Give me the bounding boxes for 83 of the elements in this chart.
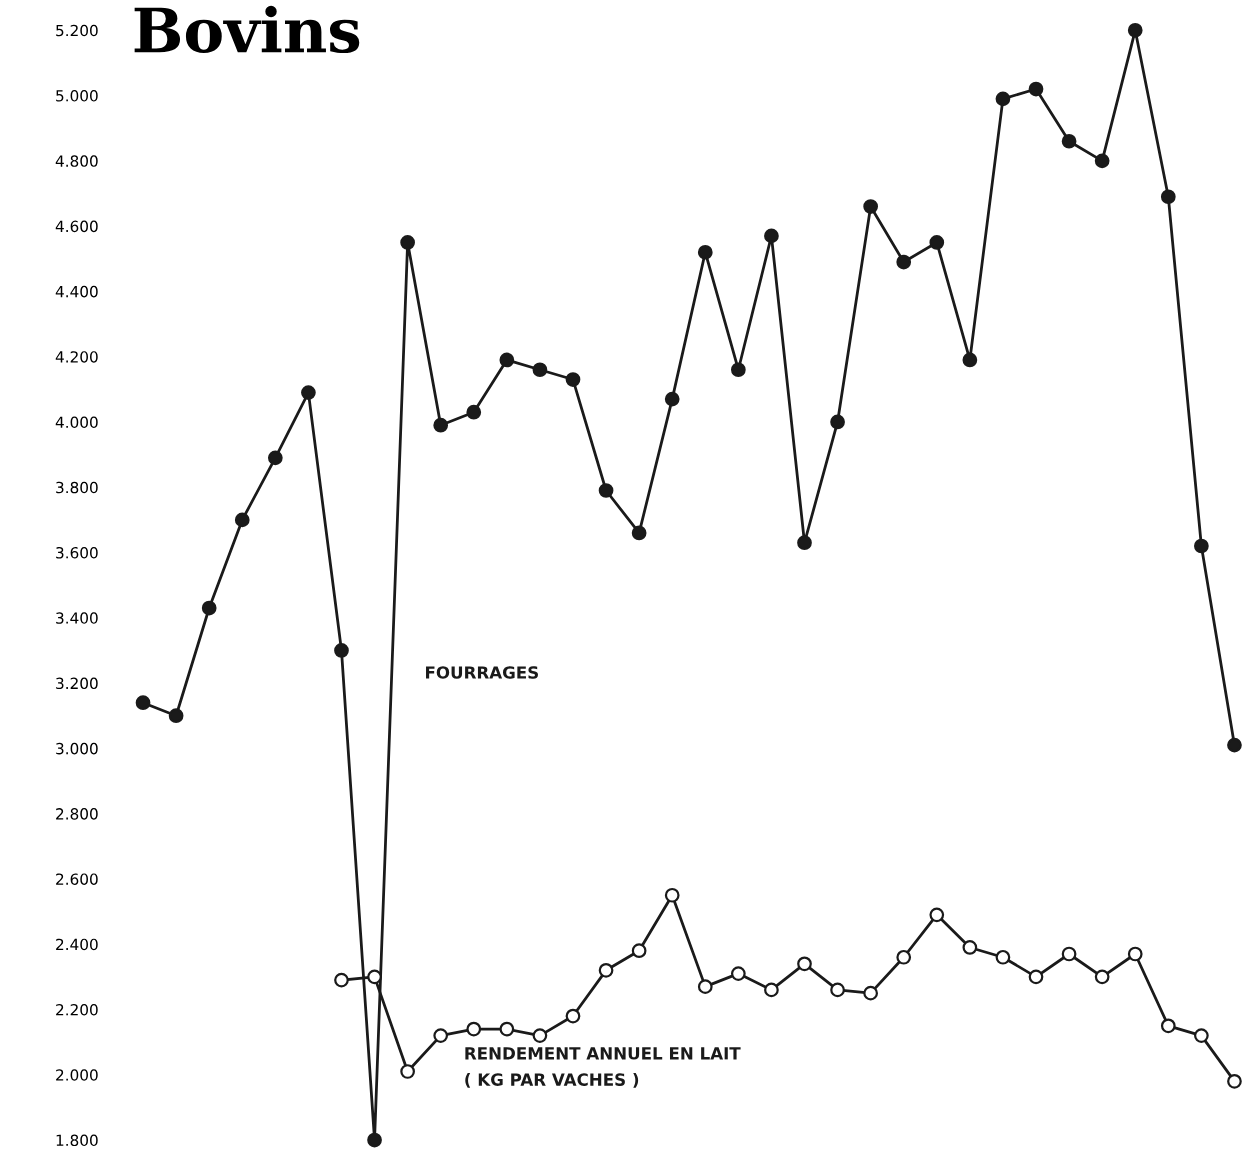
- point: [301, 385, 316, 400]
- y-tick-label: 3.200: [56, 677, 98, 690]
- point: [234, 512, 250, 528]
- point: [400, 235, 415, 250]
- point: [1194, 538, 1209, 554]
- point: [201, 600, 217, 616]
- point: [499, 1021, 515, 1037]
- y-tick-label: 4.200: [55, 351, 98, 363]
- point: [730, 362, 746, 378]
- point: [598, 483, 614, 498]
- y-tick-label: 4.800: [55, 155, 98, 167]
- point: [730, 966, 746, 981]
- y-tick-label: 3.800: [56, 481, 98, 494]
- y-tick-label: 1.800: [56, 1134, 98, 1147]
- point: [168, 708, 184, 724]
- point: [267, 450, 283, 466]
- point: [1160, 189, 1176, 205]
- point: [1194, 1028, 1209, 1043]
- point: [896, 949, 912, 965]
- point: [863, 985, 879, 1001]
- point: [532, 362, 548, 378]
- point: [797, 535, 812, 551]
- point: [1028, 969, 1044, 985]
- y-tick-label: 2.000: [56, 1069, 98, 1081]
- point: [697, 244, 713, 260]
- y-tick-label: 3.000: [56, 742, 98, 755]
- point: [334, 972, 349, 988]
- point: [631, 525, 647, 541]
- point: [1028, 81, 1044, 97]
- text: FOURRAGES: [426, 666, 538, 679]
- point: [830, 414, 845, 430]
- point: [1094, 153, 1110, 169]
- point: [995, 91, 1011, 107]
- y-tick-label: 4.400: [55, 285, 98, 298]
- point: [334, 643, 349, 658]
- point: [995, 949, 1011, 965]
- point: [929, 235, 945, 250]
- y-tick-label: 5.000: [56, 90, 98, 102]
- y-tick-label: 4.000: [55, 416, 98, 428]
- point: [697, 979, 713, 994]
- point: [532, 1028, 548, 1043]
- point: [466, 404, 482, 420]
- point: [962, 352, 978, 368]
- point: [433, 417, 449, 433]
- point: [863, 199, 879, 214]
- point: [797, 956, 812, 972]
- point: [135, 695, 151, 711]
- chart-title: Bovins: [134, 5, 360, 54]
- point: [1127, 22, 1143, 38]
- point: [499, 352, 515, 368]
- y-tick-label: 3.600: [56, 546, 98, 559]
- point: [1094, 969, 1110, 985]
- y-tick-label: 2.400: [56, 938, 98, 951]
- point: [1061, 133, 1077, 149]
- point: [565, 1008, 581, 1024]
- point: [565, 372, 581, 387]
- point: [664, 887, 680, 903]
- point: [962, 940, 978, 955]
- point: [367, 1132, 382, 1148]
- series-label: RENDEMENT ANNUEL EN LAIT ( KG PAR VACHES ): [465, 1047, 741, 1088]
- point: [466, 1021, 482, 1037]
- point: [1160, 1018, 1176, 1034]
- point: [1061, 946, 1077, 962]
- y-tick-label: 4.600: [55, 220, 98, 233]
- point: [896, 254, 912, 270]
- point: [433, 1028, 449, 1043]
- point: [1227, 1073, 1242, 1089]
- point: [367, 969, 382, 985]
- y-tick-label: 3.400: [56, 612, 98, 624]
- point: [929, 907, 945, 923]
- y-tick-label: 2.200: [56, 1003, 98, 1016]
- y-tick-label: 5.200: [56, 24, 98, 37]
- point: [1127, 946, 1143, 962]
- y-tick-label: 2.600: [56, 873, 98, 885]
- y-tick-label: 2.800: [56, 808, 98, 820]
- point: [400, 1064, 415, 1079]
- point: [830, 982, 845, 998]
- point: [764, 228, 779, 244]
- point: [598, 962, 614, 978]
- point: [1227, 737, 1242, 753]
- point: [764, 982, 779, 998]
- point: [631, 943, 647, 959]
- point: [664, 391, 680, 407]
